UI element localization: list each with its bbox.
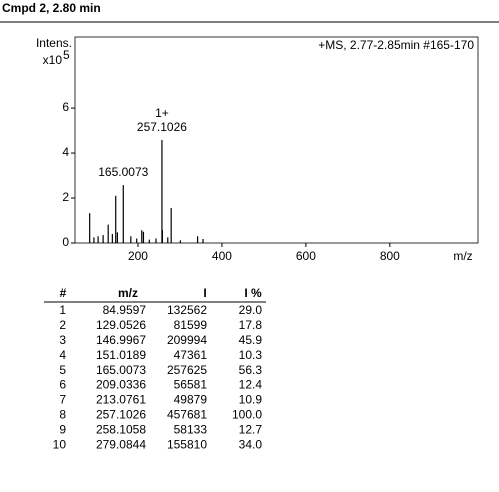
table-header: m/z [118,286,138,300]
table-cell: 165.0073 [96,363,146,377]
table-cell: 4 [59,348,66,362]
y-multiplier-exponent: 5 [63,48,70,62]
table-cell: 81599 [174,318,208,332]
table-cell: 9 [59,422,66,436]
table-cell: 58133 [174,422,208,436]
x-tick-label: 800 [380,249,400,263]
chart-title: Cmpd 2, 2.80 min [2,1,101,15]
table-cell: 7 [59,393,66,407]
y-multiplier: x10 [43,53,63,67]
table-cell: 2 [59,318,66,332]
table-cell: 213.0761 [96,393,146,407]
table-cell: 8 [59,407,66,421]
table-cell: 84.9597 [103,303,147,317]
table-cell: 12.4 [239,378,263,392]
table-cell: 100.0 [232,407,262,421]
y-axis-label: Intens. [36,36,72,50]
table-cell: 49879 [174,393,208,407]
peak-label: 257.1026 [137,120,187,134]
y-tick-label: 0 [62,235,69,249]
table-cell: 6 [59,378,66,392]
table-cell: 1 [59,303,66,317]
table-cell: 56.3 [239,363,263,377]
table-header: # [60,286,67,300]
table-cell: 155810 [167,437,207,451]
table-cell: 257.1026 [96,407,146,421]
charge-label: 1+ [155,106,169,120]
table-cell: 457681 [167,407,207,421]
plot-frame [74,36,479,244]
table-cell: 10 [53,437,67,451]
table-cell: 47361 [174,348,208,362]
x-tick-label: 200 [128,249,148,263]
table-cell: 56581 [174,378,208,392]
table-cell: 3 [59,333,66,347]
table-cell: 34.0 [239,437,263,451]
table-header: I % [244,286,262,300]
table-cell: 17.8 [239,318,263,332]
x-tick-label: 400 [212,249,232,263]
table-cell: 129.0526 [96,318,146,332]
table-cell: 151.0189 [96,348,146,362]
table-cell: 258.1058 [96,422,146,436]
annotation: +MS, 2.77-2.85min #165-170 [318,38,474,52]
table-cell: 132562 [167,303,207,317]
table-cell: 10.9 [239,393,263,407]
table-cell: 257625 [167,363,207,377]
table-cell: 45.9 [239,333,263,347]
y-tick-label: 2 [62,190,69,204]
table-cell: 12.7 [239,422,263,436]
table-cell: 146.9967 [96,333,146,347]
peak-label: 165.0073 [98,165,148,179]
y-tick-label: 6 [62,100,69,114]
table-cell: 10.3 [239,348,263,362]
table-cell: 209.0336 [96,378,146,392]
y-tick-label: 4 [62,145,69,159]
table-header: I [203,286,206,300]
x-axis-label: m/z [453,249,472,263]
table-cell: 29.0 [239,303,263,317]
x-tick-label: 600 [296,249,316,263]
table-cell: 209994 [167,333,207,347]
table-cell: 5 [59,363,66,377]
table-cell: 279.0844 [96,437,146,451]
